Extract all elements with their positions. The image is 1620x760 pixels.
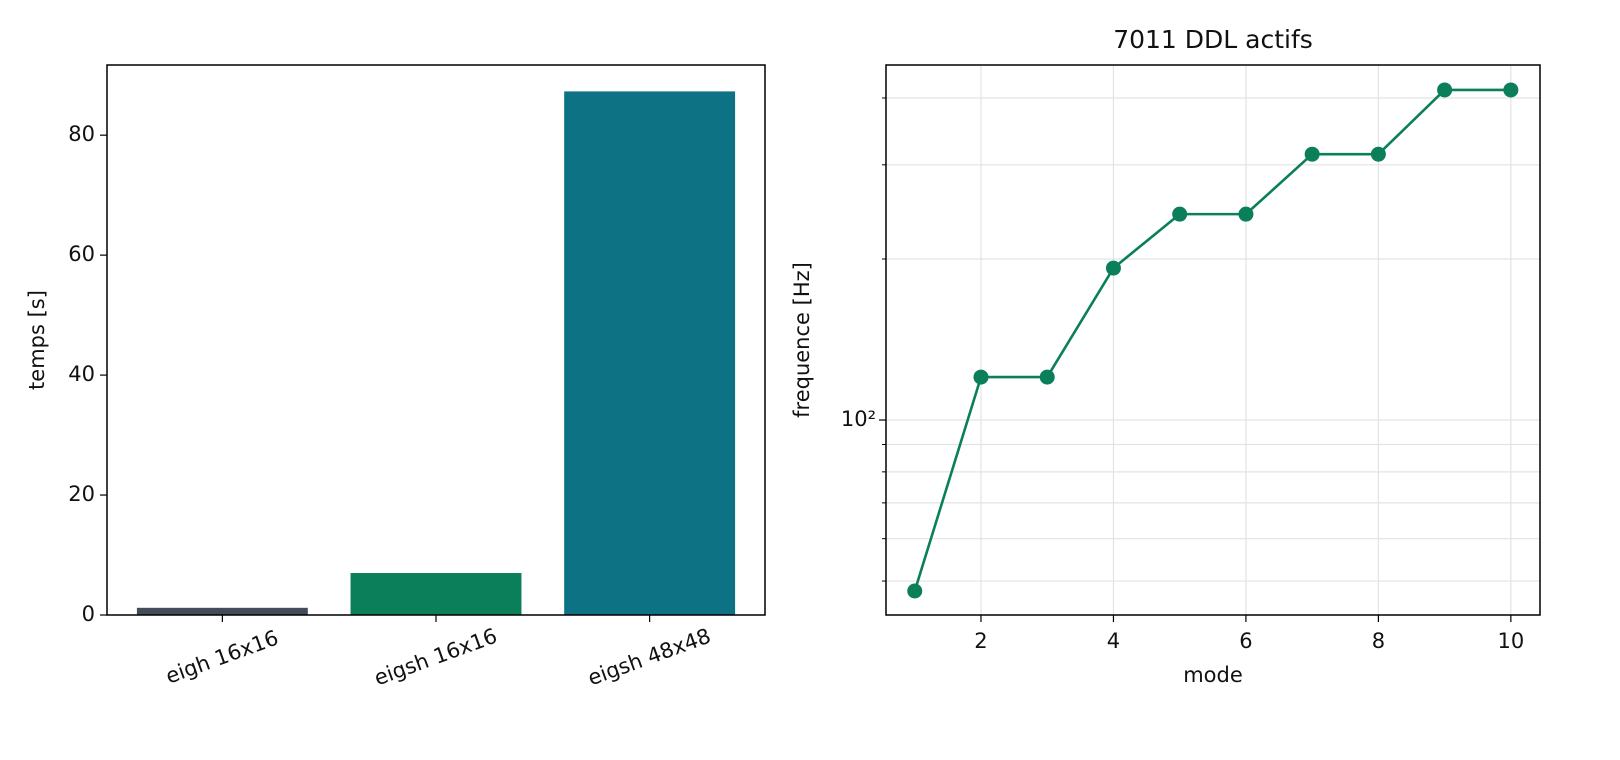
y-tick-label: 10² [841, 407, 876, 431]
marker [907, 583, 923, 599]
line [913, 88, 1511, 592]
marker [1370, 146, 1386, 162]
x-tick-label: 8 [1372, 629, 1385, 653]
y-axis-label: temps [s] [25, 290, 49, 390]
chart-title: 7011 DDL actifs [1113, 25, 1313, 54]
x-tick-label: 6 [1239, 629, 1252, 653]
x-tick-label: 4 [1107, 629, 1120, 653]
marker [1039, 369, 1055, 385]
marker [1105, 260, 1121, 276]
marker [1304, 146, 1320, 162]
bar [136, 607, 308, 615]
marker [1437, 82, 1453, 98]
marker [973, 369, 989, 385]
y-tick-label: 60 [68, 242, 95, 266]
bar [350, 573, 522, 615]
marker [1503, 82, 1519, 98]
y-tick-label: 20 [68, 482, 95, 506]
marker [1172, 206, 1188, 222]
bar [564, 91, 736, 616]
x-tick-label: 10 [1497, 629, 1524, 653]
axes-frame [885, 64, 1541, 616]
marker [1238, 206, 1254, 222]
y-tick-label: 0 [82, 602, 95, 626]
x-tick-label: 2 [974, 629, 987, 653]
y-axis-label: frequence [Hz] [790, 262, 814, 418]
axes-frame [106, 64, 766, 616]
x-axis-label: mode [1183, 663, 1243, 687]
y-tick-label: 80 [68, 122, 95, 146]
y-tick-label: 40 [68, 362, 95, 386]
